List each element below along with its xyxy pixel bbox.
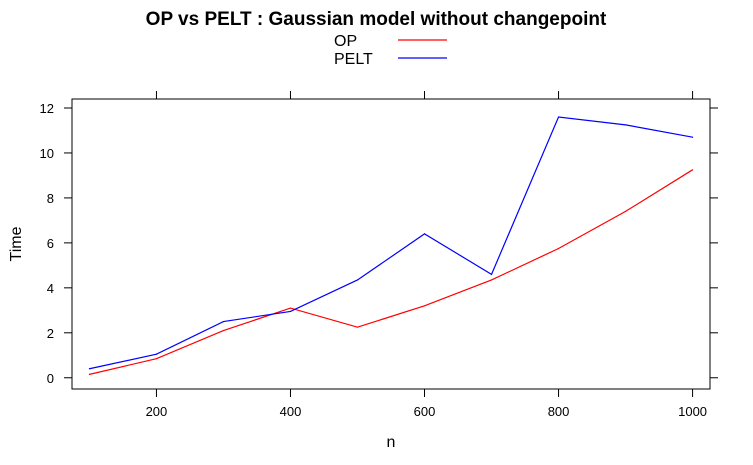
data-point-op — [423, 305, 426, 307]
y-tick-label: 0 — [47, 371, 54, 386]
series-line-op — [89, 169, 693, 375]
x-axis: 200 400 600 800 1000 — [146, 91, 707, 419]
data-point-op — [289, 307, 292, 309]
x-tick-label: 1000 — [678, 404, 707, 419]
data-point-pelt — [557, 116, 560, 118]
x-tick-label: 800 — [548, 404, 570, 419]
y-tick-label: 6 — [47, 236, 54, 251]
y-tick-label: 2 — [47, 326, 54, 341]
y-tick-label: 4 — [47, 281, 54, 296]
y-axis: 0 2 4 6 8 10 12 — [40, 101, 718, 386]
data-point-op — [490, 279, 493, 281]
data-point-op — [155, 358, 158, 360]
y-tick-label: 12 — [40, 101, 54, 116]
data-point-pelt — [88, 368, 91, 370]
data-point-pelt — [490, 273, 493, 275]
y-tick-label: 8 — [47, 191, 54, 206]
series-line-pelt — [89, 116, 693, 370]
data-point-op — [356, 326, 359, 328]
data-point-op — [624, 210, 627, 213]
legend-label-pelt: PELT — [334, 51, 373, 68]
data-point-op — [557, 247, 560, 250]
data-point-op — [88, 373, 91, 375]
x-tick-label: 200 — [146, 404, 168, 419]
chart-title: OP vs PELT : Gaussian model without chan… — [146, 9, 607, 30]
x-tick-label: 400 — [280, 404, 302, 419]
y-axis-label: Time — [8, 226, 25, 261]
x-tick-label: 600 — [414, 404, 436, 419]
data-point-pelt — [423, 233, 426, 235]
legend-label-op: OP — [334, 33, 357, 50]
series-lines — [88, 116, 694, 375]
plot-frame — [71, 98, 711, 390]
data-point-op — [691, 169, 694, 171]
data-point-pelt — [155, 353, 158, 355]
data-point-pelt — [691, 136, 694, 138]
data-point-pelt — [356, 279, 359, 281]
data-point-pelt — [222, 320, 225, 323]
y-tick-label: 10 — [40, 146, 54, 161]
data-point-pelt — [624, 124, 627, 126]
data-point-pelt — [289, 310, 292, 313]
x-axis-label: n — [387, 434, 396, 451]
data-point-op — [222, 329, 225, 332]
